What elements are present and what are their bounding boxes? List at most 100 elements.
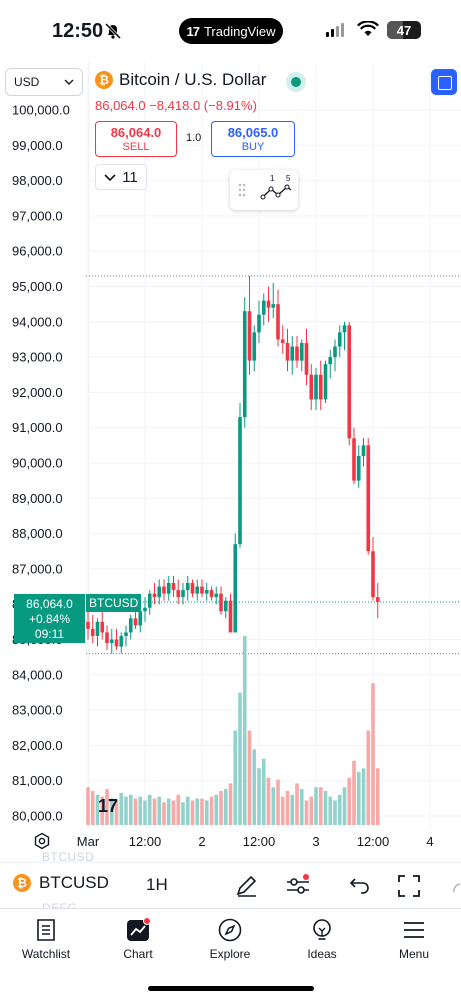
nav-explore[interactable]: Explore xyxy=(190,917,270,961)
candle-body xyxy=(105,632,109,644)
candle-body xyxy=(176,590,181,598)
currency-value: USD xyxy=(14,75,40,89)
cellular-signal-icon xyxy=(326,23,344,37)
currency-select[interactable]: USD xyxy=(5,68,83,96)
price-axis-label: 80,000.0 xyxy=(12,809,63,824)
nav-label: Watchlist xyxy=(21,947,71,961)
price-axis-label: 96,000.0 xyxy=(12,244,63,259)
symbol-search-button[interactable]: ₿ BTCUSD xyxy=(13,873,109,893)
volume-bar xyxy=(375,768,380,825)
volume-bar xyxy=(162,802,166,825)
volume-bar xyxy=(109,798,114,825)
volume-bar xyxy=(90,790,95,825)
volume-bar xyxy=(347,777,352,825)
price-axis-label: 94,000.0 xyxy=(12,314,63,329)
volume-bar xyxy=(181,802,185,825)
nav-menu[interactable]: Menu xyxy=(374,917,454,961)
time-axis-label: 12:00 xyxy=(129,834,162,849)
undo-icon[interactable] xyxy=(343,872,371,900)
nav-label: Menu xyxy=(398,947,430,961)
candle-body xyxy=(171,583,176,591)
candle-body xyxy=(133,618,138,626)
candle-body xyxy=(209,590,214,598)
more-tools-icon[interactable] xyxy=(448,872,461,900)
volume-bar xyxy=(209,796,214,825)
volume-bar xyxy=(333,800,337,825)
candle-body xyxy=(152,593,157,598)
volume-bar xyxy=(147,794,152,825)
candle-body xyxy=(185,583,190,591)
app-pill[interactable]: 17 TradingView xyxy=(179,18,283,44)
candle-body xyxy=(124,632,128,636)
candle-body xyxy=(214,593,219,598)
candle-body xyxy=(366,445,371,552)
candle-body xyxy=(200,586,204,594)
volume-bar xyxy=(318,787,323,825)
symbol-title[interactable]: ₿ Bitcoin / U.S. Dollar xyxy=(95,70,266,90)
candle-body xyxy=(304,342,309,375)
volume-bar xyxy=(171,800,176,825)
indicators-toggle[interactable]: 11 xyxy=(95,164,147,190)
volume-bar xyxy=(100,796,105,825)
time-axis-label: Mar xyxy=(77,834,100,849)
candle-body xyxy=(314,374,318,400)
volume-bar xyxy=(342,787,347,825)
tradingview-watermark-icon: 17 xyxy=(98,796,118,816)
price-axis-label: 83,000.0 xyxy=(12,703,63,718)
volume-bar xyxy=(361,768,366,825)
candle-body xyxy=(95,621,100,636)
chart-icon xyxy=(127,917,151,941)
expand-button[interactable] xyxy=(431,69,457,95)
fullscreen-icon[interactable] xyxy=(395,872,423,900)
volume-bar xyxy=(190,800,195,825)
candle-body xyxy=(238,417,242,545)
buy-button[interactable]: 86,065.0 BUY xyxy=(211,121,295,157)
sliders-icon[interactable] xyxy=(284,872,312,900)
candle-body xyxy=(147,593,152,608)
price-axis-label: 98,000.0 xyxy=(12,173,63,188)
nav-watchlist[interactable]: Watchlist xyxy=(6,917,86,961)
volume-bar xyxy=(314,787,318,825)
price-axis-label: 89,000.0 xyxy=(12,491,63,506)
app-pill-label: TradingView xyxy=(203,23,276,39)
candle-body xyxy=(328,357,333,365)
compass-icon xyxy=(218,918,242,942)
last-price-change: +0.84% xyxy=(28,612,71,626)
pen-icon[interactable] xyxy=(232,872,260,900)
candle-body xyxy=(347,325,352,439)
volume-bar xyxy=(309,796,314,825)
battery-icon: 47 xyxy=(387,21,421,39)
candle-body xyxy=(233,544,238,633)
chevron-down-icon xyxy=(104,173,116,181)
volume-bar xyxy=(176,794,181,825)
sell-button[interactable]: 86,064.0 SELL xyxy=(95,121,177,157)
candle-body xyxy=(247,311,252,361)
volume-bar xyxy=(138,796,143,825)
nav-label: Ideas xyxy=(307,947,337,961)
price-axis-label: 82,000.0 xyxy=(12,738,63,753)
price-axis-label: 97,000.0 xyxy=(12,208,63,223)
drawing-widget[interactable]: 1 5 xyxy=(230,170,298,210)
candle-body xyxy=(109,639,114,644)
candle-body xyxy=(261,300,266,315)
price-axis-label: 95,000.0 xyxy=(12,279,63,294)
gear-icon[interactable] xyxy=(33,832,51,850)
drag-handle-icon[interactable] xyxy=(238,183,246,197)
volume-bar xyxy=(124,796,128,825)
volume-bar xyxy=(328,796,333,825)
time-axis-label: 2 xyxy=(198,834,205,849)
candle-body xyxy=(309,374,314,400)
candle-body xyxy=(242,311,247,418)
candle-body xyxy=(333,346,337,358)
nav-ideas[interactable]: Ideas xyxy=(282,917,362,961)
nav-chart[interactable]: Chart xyxy=(98,917,178,961)
price-axis-label: 93,000.0 xyxy=(12,350,63,365)
nav-label: Chart xyxy=(123,947,153,961)
interval-button[interactable]: 1H xyxy=(146,875,168,894)
volume-bar xyxy=(271,787,276,825)
candle-body xyxy=(143,607,147,612)
candle-body xyxy=(128,618,133,633)
volume-bar xyxy=(238,692,242,825)
sell-label: SELL xyxy=(122,141,150,153)
price-axis-label: 81,000.0 xyxy=(12,773,63,788)
